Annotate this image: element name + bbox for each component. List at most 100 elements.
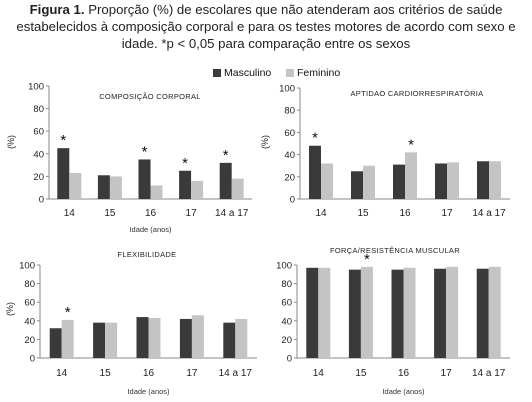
chart1-bar-masculino	[179, 170, 192, 199]
chart3-x-tick-label: 15	[100, 368, 112, 379]
chart1-bar-masculino	[97, 175, 110, 199]
chart1-bar-feminino	[191, 180, 204, 199]
chart3-bar-feminino	[61, 319, 74, 358]
chart1-bar-feminino	[109, 176, 122, 199]
chart3-y-tick-label: 40	[24, 316, 35, 327]
legend-item-feminino: Feminino	[286, 67, 340, 79]
chart1-bar-feminino	[231, 178, 244, 199]
legend-swatch-feminino	[286, 69, 294, 77]
chart2-y-tick-label: 80	[284, 106, 295, 117]
chart2-y-tick-label: 0	[290, 195, 295, 206]
chart3-y-tick-label: 20	[24, 335, 35, 346]
chart4-bar-masculino	[434, 268, 447, 358]
chart2-x-tick-label: 14 a 17	[472, 208, 506, 219]
chart1-bar-masculino	[57, 148, 70, 199]
chart2-bar-masculino	[351, 171, 363, 199]
chart3-x-label: Idade (anos)	[127, 387, 170, 396]
chart1-y-tick-label: 60	[33, 127, 44, 138]
chart2-y-tick-label: 20	[284, 172, 295, 183]
chart3-x-tick-label: 16	[143, 368, 155, 379]
chart1-y-tick-label: 80	[33, 104, 44, 115]
chart2-bar-feminino	[363, 165, 375, 199]
chart1-y-tick-label: 40	[33, 149, 44, 160]
chart2-y-tick-label: 100	[279, 84, 295, 95]
chart1-x-label: Idade (anos)	[129, 225, 172, 234]
chart3-bar-feminino	[148, 318, 161, 358]
chart3-x-tick-label: 17	[186, 368, 198, 379]
chart4-y-tick-label: 60	[281, 298, 292, 309]
chart4-y-tick-label: 0	[287, 354, 292, 365]
chart1-significance-mark: *	[142, 143, 148, 160]
chart4-bar-feminino	[488, 266, 501, 358]
chart4-bar-masculino	[306, 267, 319, 358]
chart2-bar-masculino	[477, 161, 489, 199]
chart3-y-tick-label: 100	[19, 261, 35, 272]
chart2-bar-feminino	[447, 162, 459, 199]
chart3-bar-masculino	[179, 318, 192, 358]
chart4-x-tick-label: 16	[398, 368, 410, 379]
chart2-x-tick-label: 15	[357, 208, 369, 219]
chart3-bar-masculino	[49, 328, 62, 358]
chart1-y-tick-label: 0	[39, 195, 44, 206]
chart4-bar-feminino	[360, 266, 373, 358]
legend-label-feminino: Feminino	[297, 67, 341, 79]
chart4-y-tick-label: 40	[281, 316, 292, 327]
chart1-title: COMPOSIÇÃO CORPORAL	[99, 92, 201, 101]
chart2-bar-masculino	[435, 163, 447, 199]
chart1-significance-mark: *	[223, 147, 229, 164]
chart3-y-tick-label: 0	[30, 354, 35, 365]
chart3-significance-mark: *	[65, 304, 71, 321]
chart4-bar-feminino	[446, 266, 459, 358]
chart3-bar-masculino	[136, 317, 149, 358]
chart4-bar-masculino	[476, 268, 489, 358]
chart2-x-tick-label: 17	[441, 208, 453, 219]
chart2-bar-feminino	[321, 163, 333, 199]
chart1-x-tick-label: 14	[64, 208, 76, 219]
chart3-bar-feminino	[191, 315, 204, 358]
chart2-x-tick-label: 14	[315, 208, 327, 219]
legend-label-masculino: Masculino	[224, 67, 272, 79]
chart4-x-tick-label: 15	[355, 368, 367, 379]
chart1-x-tick-label: 17	[186, 208, 198, 219]
chart1-y-label: (%)	[6, 135, 16, 149]
chart2-significance-mark: *	[312, 130, 318, 147]
chart4-x-label: Idade (anos)	[382, 387, 425, 396]
chart2-bar-feminino	[405, 152, 417, 199]
chart4-y-tick-label: 100	[276, 261, 292, 272]
chart4-x-tick-label: 14	[313, 368, 325, 379]
chart1-y-tick-label: 100	[28, 82, 44, 93]
chart1-bar-feminino	[150, 185, 163, 199]
legend-item-masculino: Masculino	[213, 67, 271, 79]
chart1-x-tick-label: 15	[104, 208, 116, 219]
chart4-bar-masculino	[391, 269, 404, 358]
chart2-x-tick-label: 16	[399, 208, 411, 219]
chart1-x-tick-label: 16	[145, 208, 157, 219]
chart2-bar-masculino	[393, 164, 405, 199]
chart2-significance-mark: *	[408, 136, 414, 153]
chart4-significance-mark: *	[364, 251, 370, 268]
chart4-title: FORÇA/RESISTÊNCIA MUSCULAR	[330, 246, 460, 255]
chart-legend: Masculino Feminino	[0, 67, 532, 81]
chart3-bar-feminino	[105, 322, 118, 358]
chart2-bar-masculino	[309, 145, 321, 199]
chart1-bar-masculino	[138, 159, 151, 199]
chart4-x-tick-label: 17	[441, 368, 453, 379]
chart1-bar-feminino	[69, 173, 82, 199]
chart3-bar-feminino	[235, 318, 248, 358]
chart3-title: FLEXIBILIDADE	[118, 250, 177, 259]
chart3-bar-masculino	[223, 322, 236, 358]
chart3-x-tick-label: 14	[56, 368, 68, 379]
chart2-y-tick-label: 40	[284, 150, 295, 161]
chart2-bar-feminino	[489, 161, 501, 199]
legend-swatch-masculino	[213, 69, 221, 77]
chart1-bar-masculino	[219, 162, 232, 199]
chart3-y-tick-label: 80	[24, 279, 35, 290]
chart2-y-tick-label: 60	[284, 128, 295, 139]
chart4-bar-feminino	[318, 267, 331, 358]
chart2-y-label: (%)	[260, 135, 270, 149]
chart1-y-tick-label: 20	[33, 172, 44, 183]
chart3-y-tick-label: 60	[24, 298, 35, 309]
chart1-significance-mark: *	[182, 155, 188, 172]
chart3-y-label: (%)	[5, 302, 15, 316]
